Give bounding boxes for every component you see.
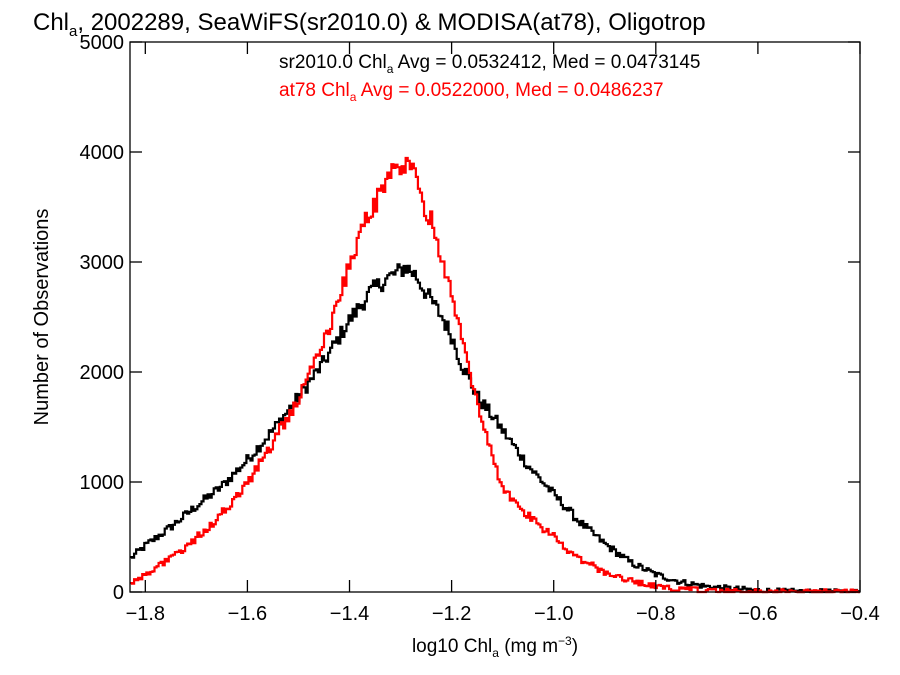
chart-title-subscript: a	[69, 23, 78, 40]
chart-title-rest: , 2002289, SeaWiFS(sr2010.0) & MODISA(at…	[77, 9, 705, 36]
x-tick-label: −1.6	[228, 603, 267, 625]
x-tick-label: −1.4	[330, 603, 369, 625]
annotation-at78: at78 Chla Avg = 0.0522000, Med = 0.04862…	[279, 80, 664, 104]
chart-title-prefix: Chl	[33, 9, 69, 36]
y-axis-label: Number of Observations	[31, 209, 53, 426]
axis-ticks: −1.8 −1.6 −1.4 −1.2 −1.0 −0.8 −0.6 −0.4 0 1000 200…	[80, 32, 880, 625]
annotation-sr2010-prefix: sr2010.0 Chl	[279, 52, 387, 73]
x-tick-label: −1.0	[534, 603, 573, 625]
x-axis-label: log10 Chla (mg m−3)	[412, 634, 578, 660]
y-tick-label: 4000	[80, 142, 125, 164]
y-tick-label: 3000	[80, 252, 125, 274]
annotation-sr2010-suffix: Avg = 0.0532412, Med = 0.0473145	[393, 52, 700, 73]
x-tick-label: −0.6	[738, 603, 777, 625]
annotation-at78-subscript: a	[350, 90, 357, 104]
y-tick-label: 2000	[80, 362, 125, 384]
annotation-sr2010: sr2010.0 Chla Avg = 0.0532412, Med = 0.0…	[279, 52, 701, 76]
y-tick-label: 1000	[80, 472, 125, 494]
x-tick-label: −0.8	[636, 603, 675, 625]
x-axis-label-superscript: −3	[558, 634, 572, 648]
y-tick-label: 0	[113, 582, 124, 604]
plot-series	[130, 156, 861, 594]
chart-title: Chla, 2002289, SeaWiFS(sr2010.0) & MODIS…	[33, 9, 706, 40]
annotation-sr2010-subscript: a	[387, 62, 394, 76]
x-axis-label-suffix: )	[572, 636, 578, 657]
annotation-at78-suffix: Avg = 0.0522000, Med = 0.0486237	[356, 80, 663, 101]
x-axis-label-prefix: log10 Chl	[412, 636, 492, 657]
x-tick-label: −1.2	[432, 603, 471, 625]
x-axis-label-middle: (mg m	[499, 636, 558, 657]
series-line-at78	[130, 156, 860, 594]
y-tick-label: 5000	[80, 32, 125, 54]
x-tick-label: −0.4	[840, 603, 879, 625]
plot-frame	[129, 41, 861, 593]
annotation-at78-prefix: at78 Chl	[279, 80, 350, 101]
x-axis-label-subscript: a	[492, 646, 499, 660]
x-tick-label: −1.8	[126, 603, 165, 625]
